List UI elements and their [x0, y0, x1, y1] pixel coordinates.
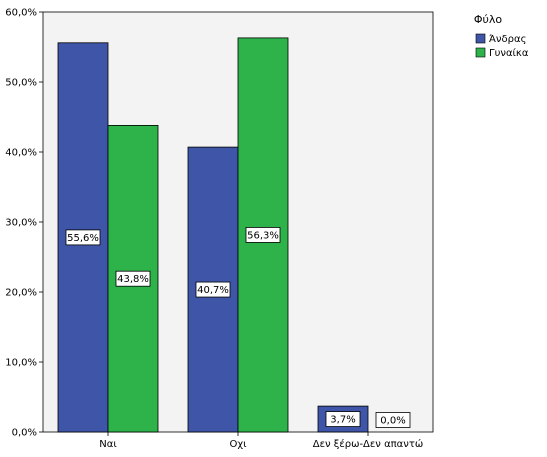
legend: Φύλο Άνδρας Γυναίκα	[474, 13, 529, 59]
data-label-box	[375, 412, 411, 428]
data-label-box	[245, 227, 281, 243]
legend-swatch-andras	[475, 33, 486, 44]
plot-area: 0,0% 10,0% 20,0% 30,0% 40,0% 50,0% 60,0% Ναι 55,…	[5, 8, 434, 450]
data-label: 0,0%	[380, 416, 405, 427]
legend-swatch-gynaika	[475, 47, 486, 58]
data-label: 40,7%	[197, 285, 229, 296]
x-tick-label: Οχι	[229, 439, 247, 450]
x-tick-label: Ναι	[99, 439, 117, 450]
legend-label-gynaika: Γυναίκα	[489, 47, 529, 59]
y-tick-label: 20,0%	[5, 288, 37, 299]
legend-label-andras: Άνδρας	[489, 33, 526, 45]
y-tick-label: 50,0%	[5, 78, 37, 89]
data-label-box	[325, 411, 361, 427]
y-tick-label: 40,0%	[5, 148, 37, 159]
data-label: 43,8%	[117, 274, 149, 285]
data-label-box	[65, 229, 101, 246]
legend-title: Φύλο	[474, 13, 503, 26]
data-label-box	[195, 281, 231, 298]
data-label: 3,7%	[330, 415, 355, 426]
y-tick-label: 30,0%	[5, 218, 37, 229]
y-tick-label: 0,0%	[12, 428, 37, 439]
data-label: 56,3%	[247, 230, 279, 241]
y-tick-label: 10,0%	[5, 358, 37, 369]
data-label-box	[115, 270, 151, 287]
data-label: 55,6%	[67, 233, 99, 244]
x-tick-label: Δεν ξέρω-Δεν απαντώ	[313, 438, 424, 450]
y-tick-label: 60,0%	[5, 8, 37, 19]
